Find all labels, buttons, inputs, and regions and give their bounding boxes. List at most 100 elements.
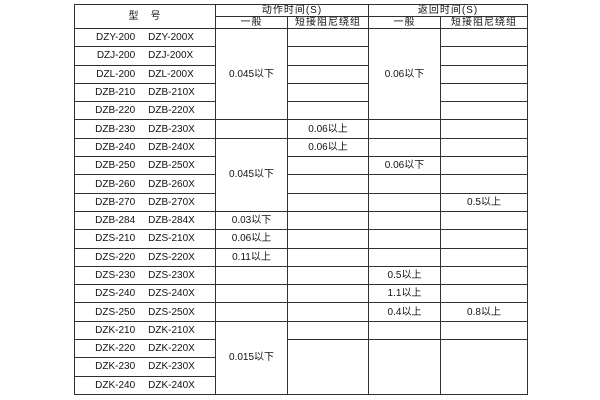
model-column-header: 型 号 (74, 4, 216, 29)
action-damped-winding-header: 短接阻尼绕组 (287, 16, 369, 29)
empty-cell-action-damped-winding (287, 247, 369, 267)
model-number: DZB-284 (95, 215, 136, 227)
value-cell-return-general: 0.5以上 (368, 265, 441, 286)
value-cell-return-damped-winding: 0.8以上 (440, 302, 528, 322)
table-row: DZB-240 DZB-240X 0.045以下 0.06以上 (74, 137, 528, 212)
empty-cell-action-damped-winding (287, 82, 369, 103)
table-row: DZJ-200 DZJ-200X (74, 46, 528, 66)
table-row: DZK-210 DZK-210X 0.015以下 (74, 320, 528, 396)
model-number-x-variant: DZK-220X (148, 343, 195, 355)
empty-cell-action-damped-winding (287, 46, 369, 66)
table-row: DZK-240 DZK-240X (74, 375, 528, 396)
empty-cell-return-damped-winding (440, 320, 528, 341)
empty-cell-return-damped-winding (440, 46, 528, 66)
table-row: DZB-220 DZB-220X (74, 101, 528, 121)
spec-table-header: 型 号 动作时间(S) 返回时间(S) 一般 短接阻尼绕组 一般 短接阻尼绕组 (74, 4, 528, 29)
model-number-x-variant: DZB-210X (148, 87, 195, 99)
model-number-x-variant: DZB-220X (148, 105, 195, 117)
table-row: DZK-230 DZK-230X (74, 357, 528, 377)
spec-table-body: DZY-200 DZY-200X 0.045以下 0.06以下 DZJ-200 DZJ-2… (74, 27, 528, 396)
table-row: DZK-220 DZK-220X (74, 339, 528, 395)
model-number: DZB-210 (95, 87, 136, 99)
model-cell: DZL-200 DZL-200X (74, 64, 216, 84)
table-row: DZS-230 DZS-230X 0.5以上 (74, 265, 528, 286)
model-cell: DZB-220 DZB-220X (74, 101, 216, 121)
model-number-x-variant: DZB-260X (148, 178, 195, 190)
model-number: DZB-260 (95, 178, 136, 190)
table-row: DZB-260 DZB-260X (74, 174, 528, 194)
table-row: DZS-250 DZS-250X 0.4以上 0.8以上 (74, 302, 528, 322)
model-number-x-variant: DZS-220X (148, 251, 195, 263)
value-cell-action-general: 0.045以下 (215, 27, 288, 121)
model-number: DZS-240 (95, 288, 136, 300)
empty-cell-action-damped-winding (287, 339, 369, 395)
empty-cell-return-damped-winding (440, 82, 528, 103)
header-row-groups: 型 号 动作时间(S) 返回时间(S) (74, 4, 528, 29)
model-number: DZJ-200 (96, 50, 136, 62)
model-cell: DZY-200 DZY-200X (74, 27, 216, 48)
table-row: DZS-210 DZS-210X 0.06以上 (74, 229, 528, 249)
empty-cell-return-general (368, 137, 441, 158)
model-cell: DZB-260 DZB-260X (74, 174, 216, 194)
model-cell: DZS-230 DZS-230X (74, 265, 216, 286)
model-cell: DZK-240 DZK-240X (74, 375, 216, 396)
table-row: DZS-240 DZS-240X 1.1以上 (74, 284, 528, 304)
empty-cell-return-damped-winding (440, 101, 528, 121)
model-number: DZB-220 (95, 105, 136, 117)
model-cell: DZB-284 DZB-284X (74, 210, 216, 231)
table-row: DZB-284 DZB-284X 0.03以下 (74, 210, 528, 231)
model-number-x-variant: DZS-250X (148, 306, 195, 318)
action-general-header: 一般 (215, 16, 288, 29)
empty-cell-action-damped-winding (287, 284, 369, 304)
model-number-x-variant: DZB-230X (148, 123, 195, 135)
model-number-x-variant: DZS-230X (148, 270, 195, 281)
return-damped-winding-header: 短接阻尼绕组 (440, 16, 528, 29)
model-cell: DZK-230 DZK-230X (74, 357, 216, 377)
empty-cell-return-general (368, 119, 441, 139)
model-number: DZB-230 (95, 123, 136, 135)
model-number: DZB-240 (95, 141, 136, 153)
model-number: DZK-210 (95, 324, 136, 336)
relay-timing-spec-table: 型 号 动作时间(S) 返回时间(S) 一般 短接阻尼绕组 一般 短接阻尼绕组 … (74, 4, 528, 396)
model-number: DZL-200 (96, 68, 136, 80)
model-cell: DZB-270 DZB-270X (74, 192, 216, 212)
empty-cell-action-damped-winding (287, 229, 369, 249)
empty-cell-action-damped-winding (287, 27, 369, 48)
model-number-x-variant: DZB-270X (148, 196, 195, 208)
table-row: DZY-200 DZY-200X 0.045以下 0.06以下 (74, 27, 528, 121)
empty-cell-return-damped-winding (440, 137, 528, 158)
empty-cell-action-general (215, 119, 288, 139)
model-number-x-variant: DZK-230X (148, 361, 195, 373)
model-number: DZB-250 (95, 160, 136, 172)
model-cell: DZB-230 DZB-230X (74, 119, 216, 139)
model-number: DZS-230 (95, 270, 136, 281)
value-cell-action-general: 0.045以下 (215, 137, 288, 212)
model-number-x-variant: DZY-200X (148, 32, 194, 44)
value-cell-return-damped-winding: 0.5以上 (440, 192, 528, 212)
empty-cell-action-damped-winding (287, 320, 369, 341)
model-cell: DZK-210 DZK-210X (74, 320, 216, 341)
empty-cell-action-damped-winding (287, 156, 369, 176)
empty-cell-action-general (215, 302, 288, 322)
empty-cell-return-damped-winding (440, 210, 528, 231)
empty-cell-action-general (215, 284, 288, 304)
model-number: DZK-230 (95, 361, 136, 373)
model-number-x-variant: DZS-210X (148, 233, 195, 245)
empty-cell-return-damped-winding (440, 284, 528, 304)
empty-cell-return-damped-winding (440, 119, 528, 139)
empty-cell-return-damped-winding (440, 174, 528, 194)
model-cell: DZK-220 DZK-220X (74, 339, 216, 359)
empty-cell-action-damped-winding (287, 101, 369, 121)
return-time-group-header: 返回时间(S) (368, 4, 528, 17)
model-cell: DZB-210 DZB-210X (74, 82, 216, 103)
model-cell: DZS-240 DZS-240X (74, 284, 216, 304)
header-row-subcolumns: 一般 短接阻尼绕组 一般 短接阻尼绕组 (75, 16, 528, 29)
model-number-x-variant: DZJ-200X (148, 50, 194, 62)
model-number: DZB-270 (95, 196, 136, 208)
table-row: DZL-200 DZL-200X (74, 64, 528, 84)
empty-cell-return-damped-winding (440, 64, 528, 84)
model-number-x-variant: DZK-240X (148, 379, 195, 391)
empty-cell-return-general (368, 210, 441, 231)
empty-cell-return-general (368, 192, 441, 212)
